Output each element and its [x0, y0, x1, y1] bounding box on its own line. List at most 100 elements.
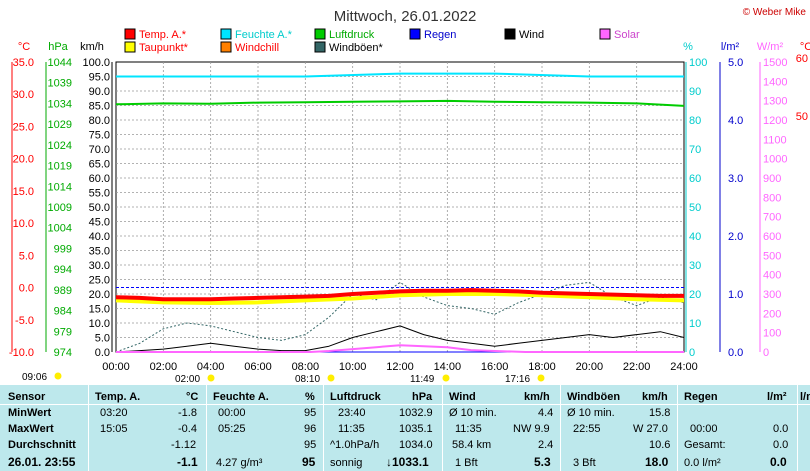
- legend-item: Luftdruck: [314, 28, 375, 41]
- solar-tick: 1000: [763, 154, 787, 166]
- sun-icon: [442, 374, 450, 382]
- wind-avg-label: Ø 10 min.: [449, 407, 497, 419]
- hum-min: 95: [304, 407, 317, 419]
- pressure-tick: 1024: [48, 140, 72, 152]
- time-tick: 08:00: [292, 361, 320, 373]
- wind-tick: 50.0: [89, 202, 110, 214]
- header-humidity-unit: %: [305, 391, 315, 403]
- rain-tick: 5.0: [728, 57, 743, 69]
- wind-tick: 25.0: [89, 275, 110, 287]
- temp-tick: 25.0: [13, 121, 34, 133]
- series-layer: [115, 72, 685, 353]
- legend-item: Regen: [409, 28, 456, 41]
- header-gust: Windböen: [567, 391, 621, 403]
- header-pressure-unit: hPa: [412, 391, 433, 403]
- hum-max-time: 05:25: [218, 423, 246, 435]
- hum-absolute: 4.27 g/m³: [216, 457, 263, 469]
- legend-swatch: [124, 41, 136, 53]
- humidity-tick: 100: [689, 57, 707, 69]
- pressure-tick: 1014: [48, 181, 72, 193]
- wind-tick: 90.0: [89, 86, 110, 98]
- temp-current: -1.1: [177, 455, 198, 469]
- sun-marker: 11:49: [410, 374, 450, 385]
- solar-tick: 1500: [763, 57, 787, 69]
- wind-avg10: 4.4: [538, 407, 554, 419]
- series-line: [115, 99, 685, 107]
- sun-icon: [327, 374, 335, 382]
- sun-label: 08:10: [295, 374, 320, 385]
- wind-tick: 5.0: [95, 333, 110, 345]
- temp-tick: 20.0: [13, 154, 34, 166]
- wind-tick: 40.0: [89, 231, 110, 243]
- wind-max-time: 11:35: [455, 423, 482, 435]
- solar-tick: 1100: [763, 134, 787, 146]
- temp-tick: -5.0: [15, 315, 34, 327]
- temp-max-time: 15:05: [100, 423, 128, 435]
- wind-tick: 15.0: [89, 304, 110, 316]
- pressure-tick: 979: [54, 326, 72, 338]
- series-line: [115, 325, 685, 353]
- header-sensor: Sensor: [8, 391, 46, 403]
- temp-max: -0.4: [178, 423, 197, 435]
- solar-tick: 700: [763, 212, 781, 224]
- axis-units: °C hPa km/h% l/m² W/m² °C: [18, 41, 810, 53]
- legend-swatch: [124, 28, 136, 40]
- row-label-current: 26.01. 23:55: [8, 455, 76, 469]
- legend-item: Taupunkt*: [124, 41, 189, 54]
- credit-text: © Weber Mike: [743, 7, 807, 18]
- rain-total: 0.0: [773, 439, 789, 451]
- sun-marker: 17:16: [505, 374, 545, 385]
- legend-label: Wind: [519, 29, 544, 41]
- humidity-tick: 90: [689, 86, 701, 98]
- legend-label: Temp. A.*: [139, 29, 187, 41]
- wind-tick: 80.0: [89, 115, 110, 127]
- temp-tick: 0.0: [19, 283, 34, 295]
- press-min: 1032.9: [399, 407, 433, 419]
- series-line: [116, 72, 684, 78]
- rain-current: 0.0: [770, 455, 787, 469]
- solar-tick: 200: [763, 308, 781, 320]
- rain-max-time: 00:00: [690, 423, 718, 435]
- weather-chart: Mittwoch, 26.01.2022 © Weber Mike Temp. …: [8, 7, 810, 385]
- pressure-tick: 1009: [48, 202, 72, 214]
- humidity-tick: 70: [689, 144, 701, 156]
- time-tick: 24:00: [670, 361, 698, 373]
- extra-unit: °C: [800, 41, 810, 53]
- wind-unit: km/h: [80, 41, 104, 53]
- solar-tick: 1400: [763, 76, 787, 88]
- temp-tick: 10.0: [13, 218, 34, 230]
- sun-markers: 09:06 02:00 08:10 11:49 17:16: [22, 372, 545, 385]
- rain-tick: 4.0: [728, 115, 743, 127]
- solar-tick: 1300: [763, 96, 787, 108]
- time-tick: 14:00: [434, 361, 462, 373]
- pressure-tick: 1044: [48, 57, 72, 69]
- row-label-max: MaxWert: [8, 423, 54, 435]
- wind-tick: 20.0: [89, 289, 110, 301]
- solar-tick: 100: [763, 328, 781, 340]
- time-tick: 16:00: [481, 361, 509, 373]
- pressure-tick: 999: [54, 243, 72, 255]
- pressure-tick: 1029: [48, 119, 72, 131]
- solar-tick: 500: [763, 250, 781, 262]
- wind-tick: 0.0: [95, 347, 110, 359]
- legend-item: Solar: [599, 28, 640, 41]
- gust-avg: 10.6: [649, 439, 671, 451]
- legend-label: Luftdruck: [329, 29, 375, 41]
- header-humidity: Feuchte A.: [213, 391, 269, 403]
- legend-swatch: [599, 28, 611, 40]
- humidity-tick: 40: [689, 231, 701, 243]
- wind-tick: 10.0: [89, 318, 110, 330]
- temp-tick: -10.0: [9, 347, 34, 359]
- row-label-avg: Durchschnitt: [8, 439, 76, 451]
- legend-label: Solar: [614, 29, 640, 41]
- legend: Temp. A.* Feuchte A.* Luftdruck Regen Wind So…: [124, 28, 640, 54]
- solar-tick: 600: [763, 231, 781, 243]
- header-rain: Regen: [684, 391, 718, 403]
- press-max-time: 11:35: [338, 423, 365, 435]
- pressure-unit: hPa: [48, 41, 68, 53]
- time-tick: 18:00: [528, 361, 556, 373]
- solar-tick: 1200: [763, 115, 787, 127]
- wind-tick: 70.0: [89, 144, 110, 156]
- time-tick: 20:00: [576, 361, 604, 373]
- humidity-tick: 20: [689, 289, 701, 301]
